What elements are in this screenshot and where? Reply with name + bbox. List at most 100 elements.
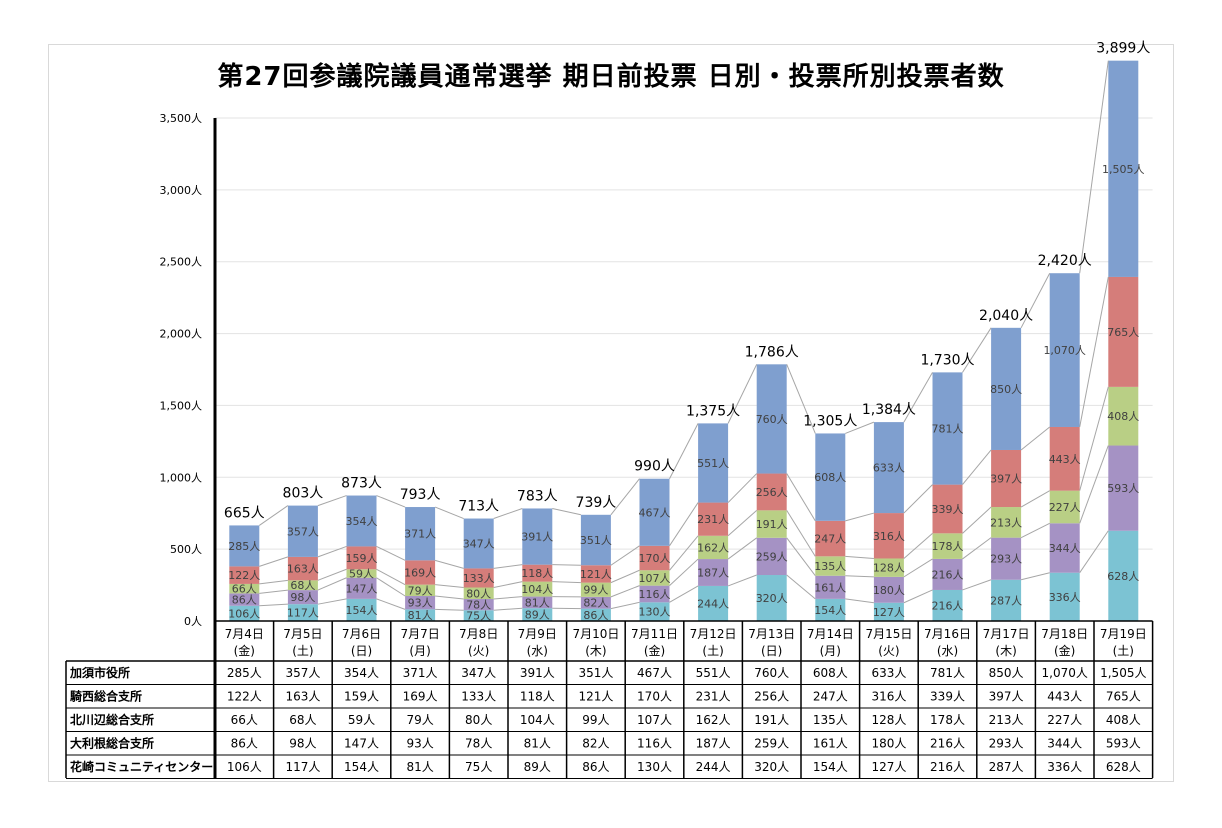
table-cell: 336人	[1047, 760, 1082, 774]
bar-segment	[932, 533, 963, 559]
category-weekday: (月)	[409, 644, 430, 658]
table-cell: 351人	[578, 666, 613, 680]
bar-segment	[991, 327, 1022, 450]
category-weekday: (月)	[820, 644, 841, 658]
total-label: 1,384人	[862, 402, 916, 418]
series-line	[435, 595, 464, 600]
total-label: 665人	[224, 505, 265, 521]
series-line	[435, 608, 464, 611]
table-cell: 347人	[461, 666, 496, 680]
bar-segment	[1108, 445, 1139, 531]
bar-segment	[1049, 572, 1080, 621]
series-line	[1079, 60, 1109, 274]
table-cell: 169人	[403, 689, 438, 703]
table-cell: 344人	[1047, 736, 1082, 750]
data-label: 231人	[697, 513, 729, 526]
data-label: 781人	[932, 422, 964, 435]
data-label: 80人	[466, 587, 491, 600]
bar-segment	[873, 558, 904, 577]
data-label: 128人	[873, 562, 905, 575]
table-cell: 293人	[989, 736, 1024, 750]
data-label: 213人	[990, 516, 1022, 529]
series-line	[376, 577, 406, 597]
data-label: 122人	[228, 569, 260, 582]
data-label: 81人	[525, 596, 550, 609]
y-tick-label: 1,000人	[160, 471, 203, 484]
series-line	[434, 559, 464, 569]
table-cell: 118人	[520, 689, 555, 703]
series-line	[962, 449, 992, 485]
bar-segment	[698, 423, 729, 503]
series-line	[727, 364, 758, 424]
series-line	[317, 495, 347, 507]
category-weekday: (水)	[937, 644, 958, 658]
data-label: 371人	[404, 528, 436, 541]
table-cell: 159人	[344, 689, 379, 703]
series-line	[669, 502, 699, 547]
data-label: 130人	[639, 606, 671, 619]
data-label: 127人	[873, 606, 905, 619]
category-date: 7月10日	[572, 627, 619, 641]
bar-segment	[522, 581, 553, 597]
table-cell: 316人	[871, 689, 906, 703]
table-cell: 104人	[520, 713, 555, 727]
bar-segment	[229, 566, 260, 584]
data-label: 178人	[932, 540, 964, 553]
bar-segment	[932, 558, 963, 590]
data-label: 81人	[408, 609, 433, 622]
total-label: 873人	[341, 476, 382, 492]
bar-segment	[932, 372, 963, 485]
total-label: 1,375人	[686, 403, 740, 419]
category-date: 7月7日	[400, 627, 439, 641]
category-weekday: (木)	[585, 644, 606, 658]
table-cell: 89人	[524, 760, 551, 774]
data-label: 216人	[932, 568, 964, 581]
series-line	[552, 564, 581, 566]
table-cell: 191人	[754, 713, 789, 727]
series-line	[317, 568, 347, 581]
category-date: 7月6日	[342, 627, 381, 641]
data-label: 316人	[873, 530, 905, 543]
data-label: 86人	[583, 609, 608, 622]
table-row-name: 大利根総合支所	[70, 735, 154, 750]
data-label: 180人	[873, 584, 905, 597]
table-cell: 163人	[285, 689, 320, 703]
table-cell: 231人	[696, 689, 731, 703]
data-label: 154人	[346, 604, 378, 617]
category-date: 7月8日	[459, 627, 498, 641]
data-label: 82人	[583, 597, 608, 610]
data-label: 467人	[639, 506, 671, 519]
data-label: 59人	[349, 568, 374, 581]
total-label: 2,040人	[979, 308, 1033, 324]
bar-segment	[346, 569, 377, 578]
series-line	[903, 484, 933, 514]
bar-segment	[229, 593, 260, 606]
table-cell: 187人	[696, 736, 731, 750]
data-label: 78人	[466, 599, 491, 612]
series-line	[435, 584, 464, 589]
data-label: 285人	[228, 540, 260, 553]
series-line	[727, 574, 757, 587]
data-label: 244人	[697, 597, 729, 610]
category-date: 7月19日	[1100, 627, 1147, 641]
table-cell: 354人	[344, 666, 379, 680]
data-label: 104人	[521, 583, 553, 596]
category-weekday: (土)	[1113, 644, 1134, 658]
data-label: 66人	[232, 583, 257, 596]
category-weekday: (木)	[995, 644, 1016, 658]
total-label: 3,899人	[1096, 41, 1150, 57]
bar-segment	[1049, 426, 1080, 491]
total-label: 1,305人	[803, 413, 857, 429]
table-cell: 86人	[231, 736, 258, 750]
table-cell: 180人	[871, 736, 906, 750]
series-line	[1079, 530, 1109, 573]
table-cell: 93人	[406, 736, 433, 750]
table-row-name: 加須市役所	[69, 665, 130, 680]
series-line	[786, 537, 816, 577]
data-label: 259人	[756, 550, 788, 563]
category-date: 7月17日	[983, 627, 1030, 641]
bar-segment	[698, 502, 729, 536]
bar-segment	[346, 546, 377, 570]
bar-segment	[1108, 386, 1139, 446]
table-cell: 116人	[637, 736, 672, 750]
